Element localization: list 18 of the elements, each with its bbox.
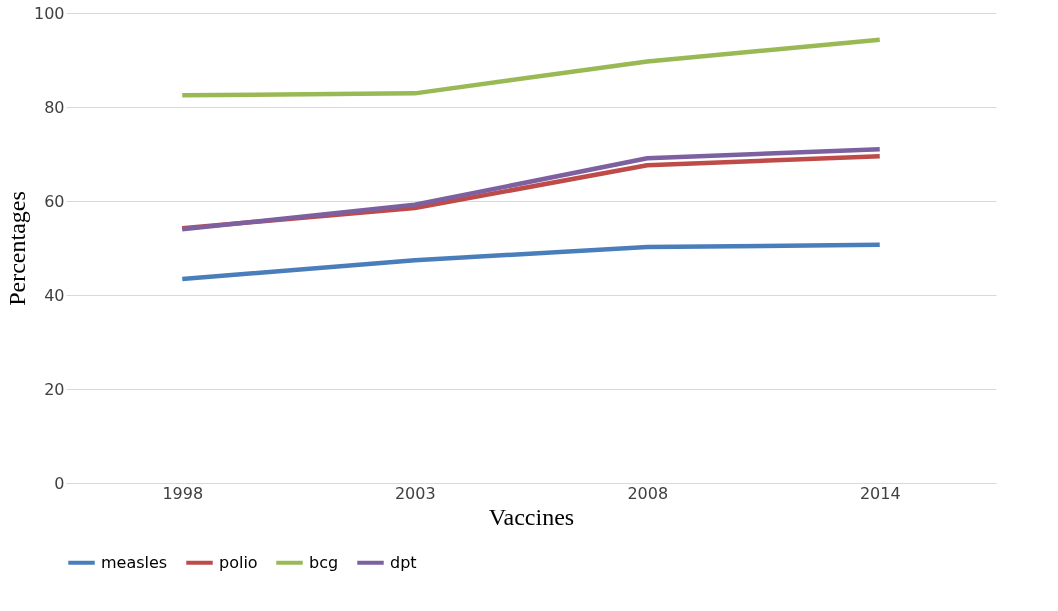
x-tick-label: 2008 [627,483,669,503]
legend-label: bcg [309,552,339,572]
x-tick-label: 2014 [859,483,901,503]
y-tick-label: 60 [44,191,65,211]
x-axis-title: Vaccines [488,503,575,530]
legend-label: dpt [390,552,417,572]
y-tick-label: 40 [44,285,65,305]
line-series [180,242,882,282]
y-tick-label: 100 [33,3,65,23]
x-tick-label: 1998 [162,483,204,503]
line-series [180,37,882,98]
y-axis-title: Percentages [3,191,30,306]
y-tick-label: 80 [44,97,65,117]
legend-label: polio [219,552,258,572]
y-tick-label: 0 [54,473,65,493]
y-tick-label: 20 [44,379,65,399]
x-tick-label: 2003 [394,483,436,503]
legend-label: measles [101,552,168,572]
